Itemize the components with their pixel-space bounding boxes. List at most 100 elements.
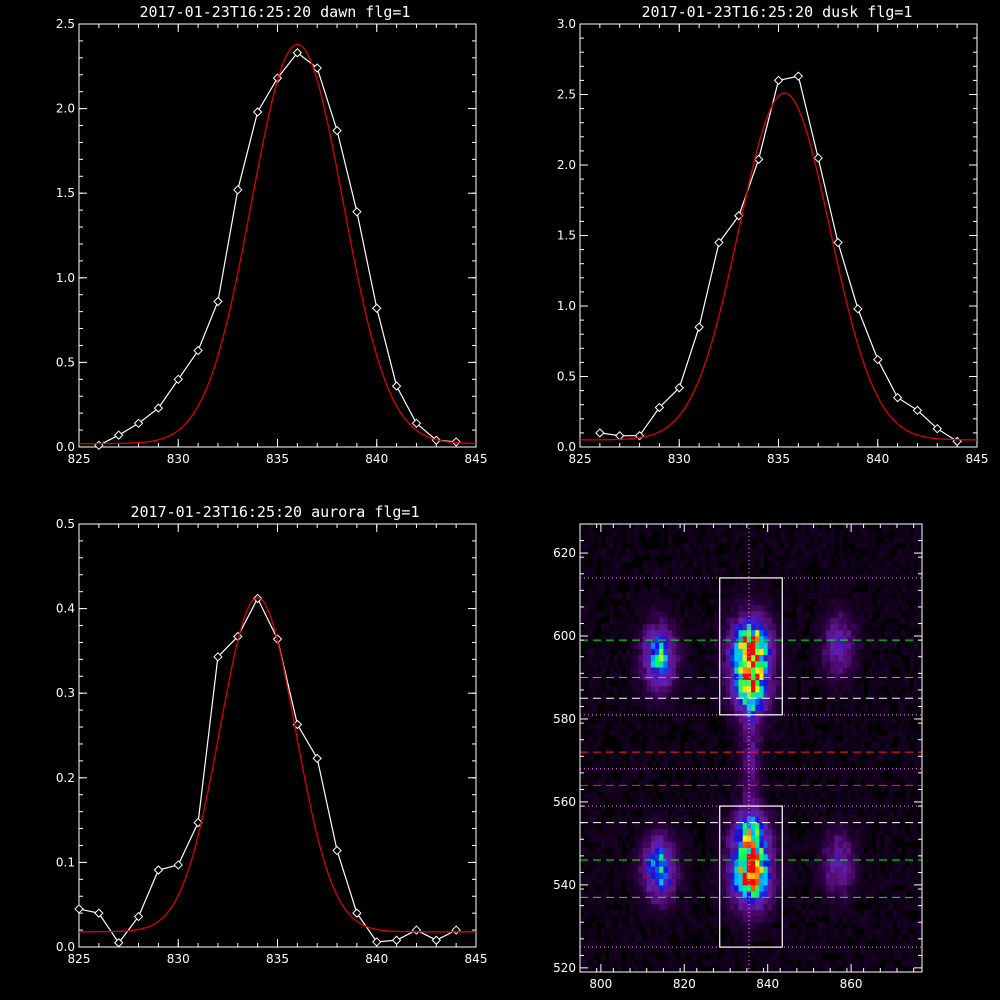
heatmap-cell	[638, 878, 643, 886]
heatmap-cell	[809, 940, 814, 948]
heatmap-cell	[755, 828, 760, 836]
heatmap-cell	[696, 660, 702, 668]
heatmap-cell	[625, 555, 631, 562]
heatmap-cell	[834, 766, 839, 774]
heatmap-cell	[638, 953, 643, 960]
heatmap-cell	[650, 891, 656, 898]
heatmap-cell	[767, 729, 773, 736]
heatmap-cell	[892, 953, 898, 960]
heatmap-cell	[696, 735, 702, 743]
heatmap-cell	[734, 555, 739, 562]
heatmap-cell	[821, 580, 827, 587]
heatmap-cell	[796, 592, 802, 599]
x-tick-label: 840	[365, 452, 388, 466]
heatmap-cell	[650, 710, 656, 718]
heatmap-cell	[897, 580, 902, 587]
heatmap-cell	[630, 673, 635, 680]
heatmap-cell	[646, 828, 652, 836]
heatmap-cell	[763, 791, 769, 799]
heatmap-cell	[888, 866, 894, 873]
heatmap-cell	[867, 779, 873, 786]
heatmap-cell	[588, 940, 593, 948]
heatmap-cell	[830, 754, 835, 761]
heatmap-cell	[859, 536, 864, 543]
heatmap-cell	[692, 660, 698, 668]
data-point-marker	[451, 437, 461, 447]
heatmap-cell	[763, 536, 769, 543]
heatmap-cell	[667, 598, 673, 606]
heatmap-cell	[742, 548, 748, 556]
heatmap-cell	[901, 878, 906, 886]
heatmap-cell	[892, 853, 898, 861]
heatmap-cell	[767, 804, 773, 811]
heatmap-cell	[659, 654, 664, 662]
heatmap-cell	[746, 704, 752, 711]
heatmap-cell	[650, 698, 656, 705]
heatmap-cell	[909, 934, 915, 942]
heatmap-cell	[784, 716, 789, 724]
heatmap-cell	[872, 760, 877, 767]
heatmap-cell	[746, 642, 752, 649]
heatmap-cell	[713, 816, 719, 823]
heatmap-cell	[688, 741, 693, 749]
heatmap-cell	[617, 592, 623, 599]
heatmap-cell	[780, 536, 785, 543]
heatmap-cell	[667, 660, 673, 668]
heatmap-cell	[634, 760, 639, 767]
heatmap-cell	[642, 853, 648, 861]
heatmap-cell	[738, 673, 744, 680]
heatmap-cell	[646, 754, 652, 761]
heatmap-cell	[755, 729, 760, 736]
heatmap-cell	[692, 716, 698, 724]
heatmap-cell	[675, 810, 681, 817]
heatmap-cell	[625, 940, 631, 948]
heatmap-cell	[755, 536, 760, 543]
heatmap-cell	[784, 785, 789, 792]
heatmap-cell	[734, 723, 739, 730]
heatmap-cell	[675, 698, 681, 705]
heatmap-cell	[784, 816, 789, 823]
heatmap-cell	[859, 860, 864, 867]
heatmap-cell	[663, 897, 668, 904]
heatmap-cell	[713, 648, 719, 655]
heatmap-cell	[821, 660, 827, 668]
heatmap-cell	[784, 965, 789, 973]
heatmap-cell	[625, 779, 631, 786]
heatmap-cell	[751, 741, 756, 749]
heatmap-cell	[713, 667, 719, 674]
heatmap-cell	[638, 872, 643, 879]
heatmap-cell	[684, 530, 689, 537]
heatmap-cell	[646, 667, 652, 674]
heatmap-cell	[830, 965, 835, 973]
heatmap-cell	[813, 816, 819, 823]
heatmap-cell	[588, 704, 593, 711]
heatmap-cell	[838, 536, 844, 543]
heatmap-cell	[830, 853, 835, 861]
heatmap-cell	[646, 772, 652, 780]
heatmap-cell	[863, 928, 869, 935]
heatmap-cell	[805, 723, 810, 730]
heatmap-cell	[617, 959, 623, 967]
heatmap-cell	[851, 822, 856, 830]
heatmap-cell	[846, 611, 852, 618]
heatmap-cell	[738, 835, 744, 842]
heatmap-cell	[730, 704, 735, 711]
heatmap-cell	[680, 679, 685, 687]
heatmap-cell	[892, 828, 898, 836]
heatmap-cell	[821, 692, 827, 699]
heatmap-cell	[617, 841, 623, 848]
heatmap-cell	[751, 816, 756, 823]
heatmap-cell	[821, 536, 827, 543]
heatmap-cell	[876, 561, 881, 568]
heatmap-cell	[634, 847, 639, 855]
heatmap-cell	[897, 940, 902, 948]
heatmap-cell	[663, 710, 668, 718]
heatmap-cell	[909, 592, 915, 599]
heatmap-cell	[763, 884, 769, 892]
heatmap-cell	[805, 698, 810, 705]
heatmap-cell	[763, 872, 769, 879]
heatmap-cell	[913, 884, 919, 892]
heatmap-cell	[763, 816, 769, 823]
heatmap-cell	[592, 580, 598, 587]
heatmap-cell	[913, 617, 919, 624]
